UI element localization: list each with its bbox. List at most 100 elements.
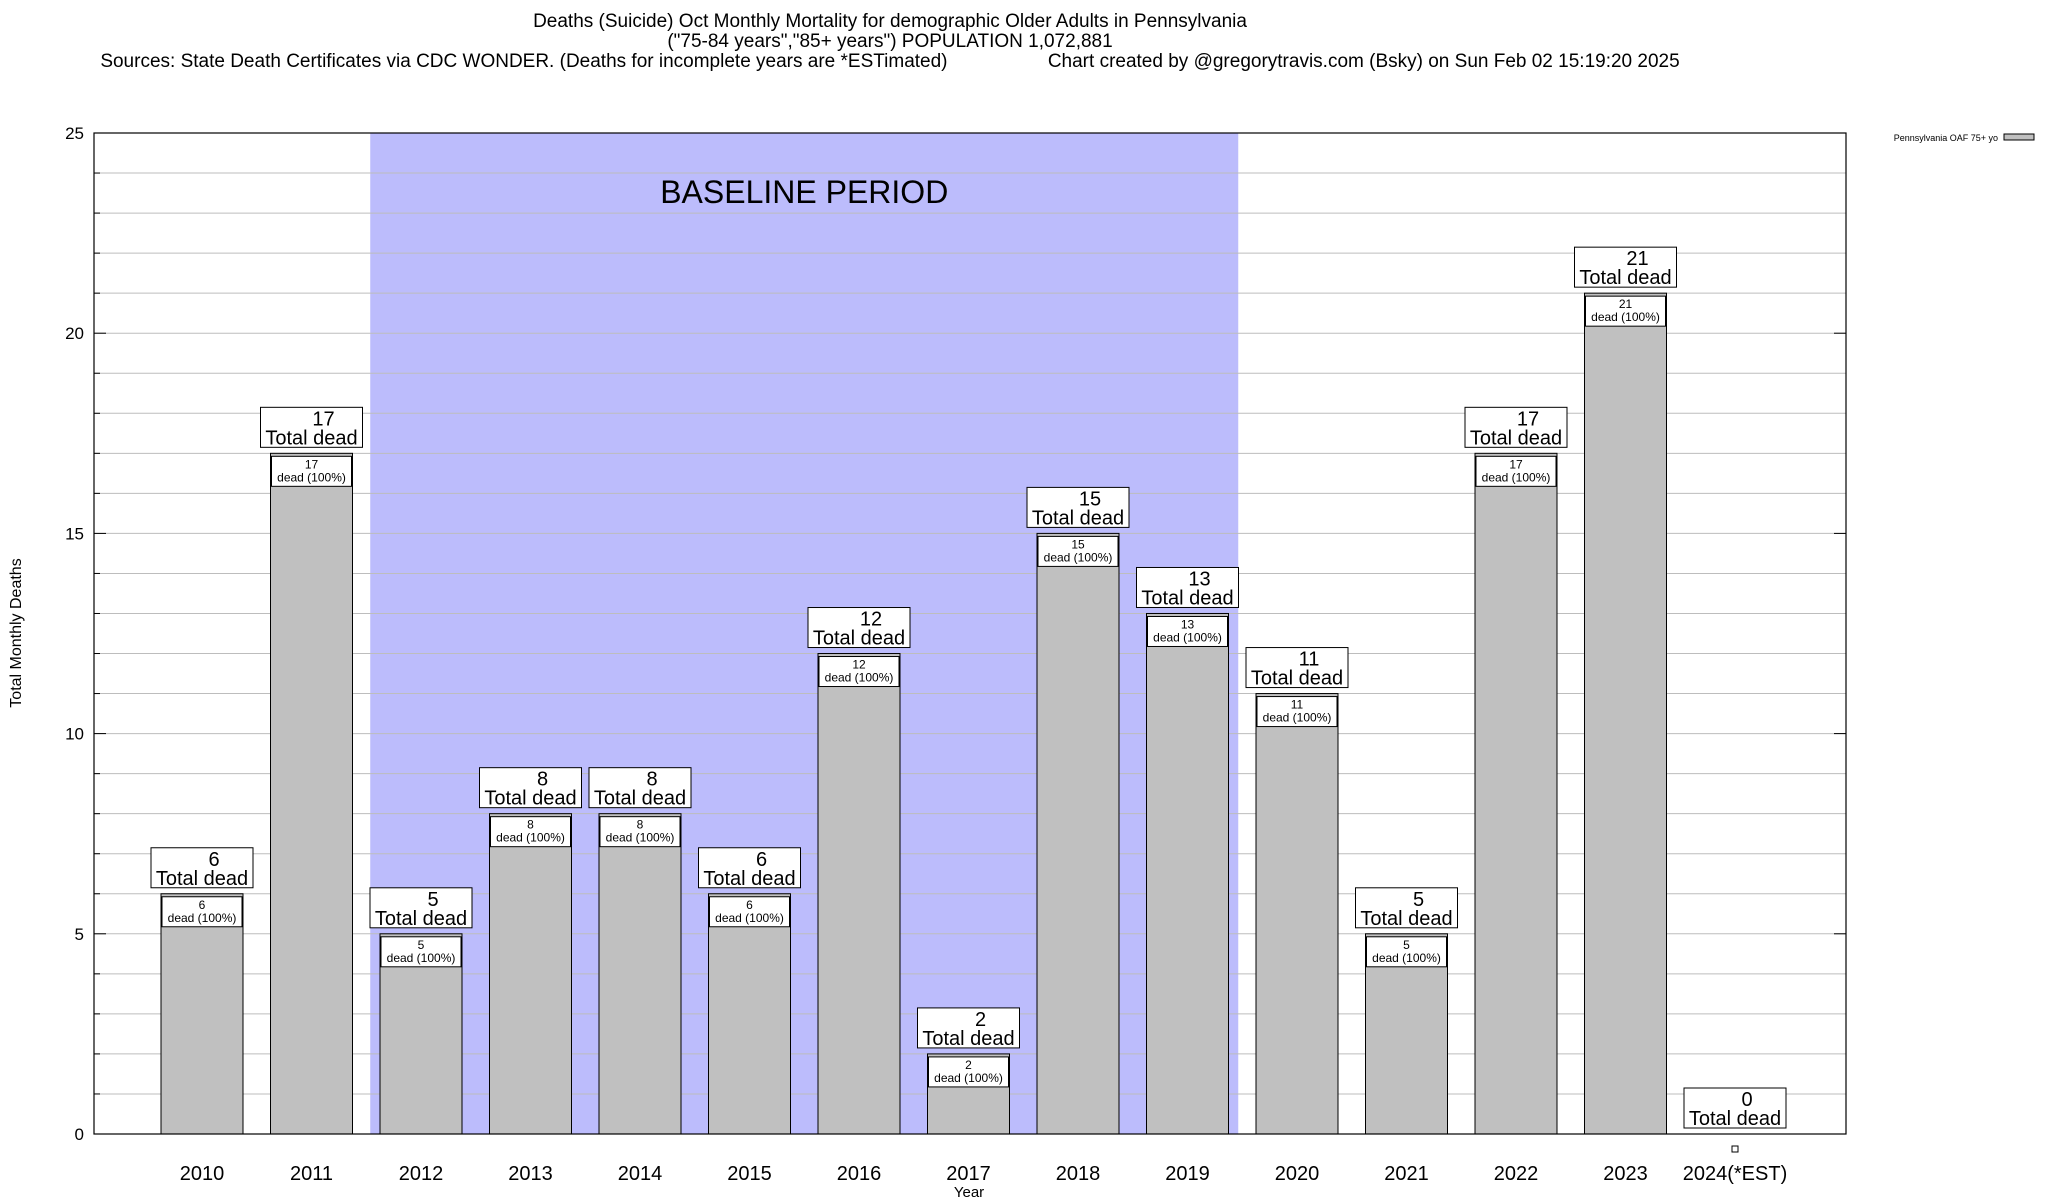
segment-value-label: 12 [852,658,866,672]
total-label-box [150,847,254,889]
total-label-box [1355,887,1458,929]
x-tick-label: 2010 [180,1163,225,1185]
y-tick-label: 20 [65,324,84,343]
total-value-label: 13 [1188,568,1210,590]
bar [708,893,791,1135]
total-value-label: 0 [1741,1089,1752,1111]
total-label-box [698,847,801,889]
segment-value-label: 15 [1071,537,1085,551]
segment-label-box [1147,615,1228,647]
x-tick-label: 2018 [1056,1163,1101,1185]
total-text-label: Total dead [1470,427,1562,449]
segment-value-label: 6 [199,898,206,912]
segment-label-box [1366,936,1447,968]
total-label-box [260,406,363,448]
chart-subtitle: ("75-84 years","85+ years") POPULATION 1… [667,31,1113,52]
segment-value-label: 2 [965,1058,972,1072]
x-tick-label: 2021 [1384,1163,1429,1185]
y-tick-label: 0 [75,1125,84,1144]
chart-title: Deaths (Suicide) Oct Monthly Mortality f… [533,11,1247,32]
total-value-label: 6 [208,849,219,871]
bar [489,813,572,1135]
total-label-box [1574,246,1677,288]
segment-value-label: 17 [1509,457,1523,471]
total-text-label: Total dead [1689,1108,1781,1130]
total-value-label: 11 [1299,649,1320,671]
total-label-box [479,767,582,809]
segment-label-box [380,936,462,968]
x-tick-label: 2012 [399,1163,444,1185]
y-tick-label: 15 [65,524,84,543]
x-tick-label: 2013 [508,1163,553,1185]
y-tick-label: 25 [65,124,84,143]
total-text-label: Total dead [156,868,248,890]
total-label-box [1245,647,1349,689]
segment-percent-label: dead (100%) [1372,951,1441,965]
baseline-period-label: BASELINE PERIOD [660,174,948,210]
bar [817,653,901,1135]
total-label-box [1683,1087,1787,1129]
segment-percent-label: dead (100%) [277,470,346,484]
segment-label-box [1585,295,1666,327]
total-label-box [1464,406,1568,448]
x-tick-label: 2024(*EST) [1683,1163,1788,1185]
total-value-label: 17 [312,408,334,430]
total-label-box [588,767,692,809]
x-tick-label: 2016 [837,1163,882,1185]
segment-value-label: 8 [637,818,644,832]
bar [598,813,682,1135]
x-tick-label: 2019 [1165,1163,1210,1185]
segment-label-box [818,656,900,688]
segment-percent-label: dead (100%) [496,831,565,845]
x-tick-label: 2023 [1603,1163,1648,1185]
bar [1474,452,1558,1135]
total-text-label: Total dead [484,788,576,810]
x-axis-title: Year [954,1184,984,1200]
total-label-box [917,1007,1020,1049]
x-tick-label: 2020 [1275,1163,1320,1185]
y-axis-title: Total Monthly Deaths [8,558,25,707]
segment-value-label: 5 [418,938,425,952]
segment-percent-label: dead (100%) [1263,711,1332,725]
y-tick-label: 5 [75,925,84,944]
bar [160,893,244,1135]
total-text-label: Total dead [1360,908,1452,930]
segment-value-label: 11 [1291,698,1304,712]
legend-swatch [2003,133,2035,141]
segment-value-label: 8 [527,818,534,832]
total-label-box [1026,486,1130,528]
chart-sources-line: Sources: State Death Certificates via CD… [0,52,1780,72]
chart-sources: Sources: State Death Certificates via CD… [100,51,948,72]
total-text-label: Total dead [265,427,357,449]
segment-label-box [709,896,790,928]
total-text-label: Total dead [1251,668,1343,690]
segment-percent-label: dead (100%) [387,951,456,965]
segment-label-box [1037,535,1119,567]
y-tick-label: 10 [65,725,84,744]
total-label-box [807,607,911,649]
x-tick-label: 2017 [946,1163,991,1185]
total-label-box [369,887,473,929]
bar [1036,532,1120,1135]
segment-percent-label: dead (100%) [1591,310,1660,324]
segment-label-box [928,1056,1009,1088]
total-value-label: 21 [1626,248,1648,270]
chart-credit: Chart created by @gregorytravis.com (Bsk… [1047,51,1680,72]
x-tick-label: 2022 [1494,1163,1539,1185]
total-text-label: Total dead [1141,587,1233,609]
total-value-label: 8 [646,769,657,791]
total-value-label: 15 [1079,488,1101,510]
total-value-label: 5 [1413,889,1424,911]
total-value-label: 2 [975,1009,986,1031]
bar [1584,292,1667,1135]
segment-label-box [1475,455,1557,487]
segment-value-label: 17 [305,457,319,471]
total-value-label: 8 [537,769,548,791]
segment-percent-label: dead (100%) [1482,470,1551,484]
x-tick-label: 2014 [618,1163,663,1185]
total-value-label: 5 [427,889,438,911]
total-text-label: Total dead [922,1028,1014,1050]
bar [270,452,353,1135]
chart-header: Deaths (Suicide) Oct Monthly Mortality f… [0,12,1780,72]
